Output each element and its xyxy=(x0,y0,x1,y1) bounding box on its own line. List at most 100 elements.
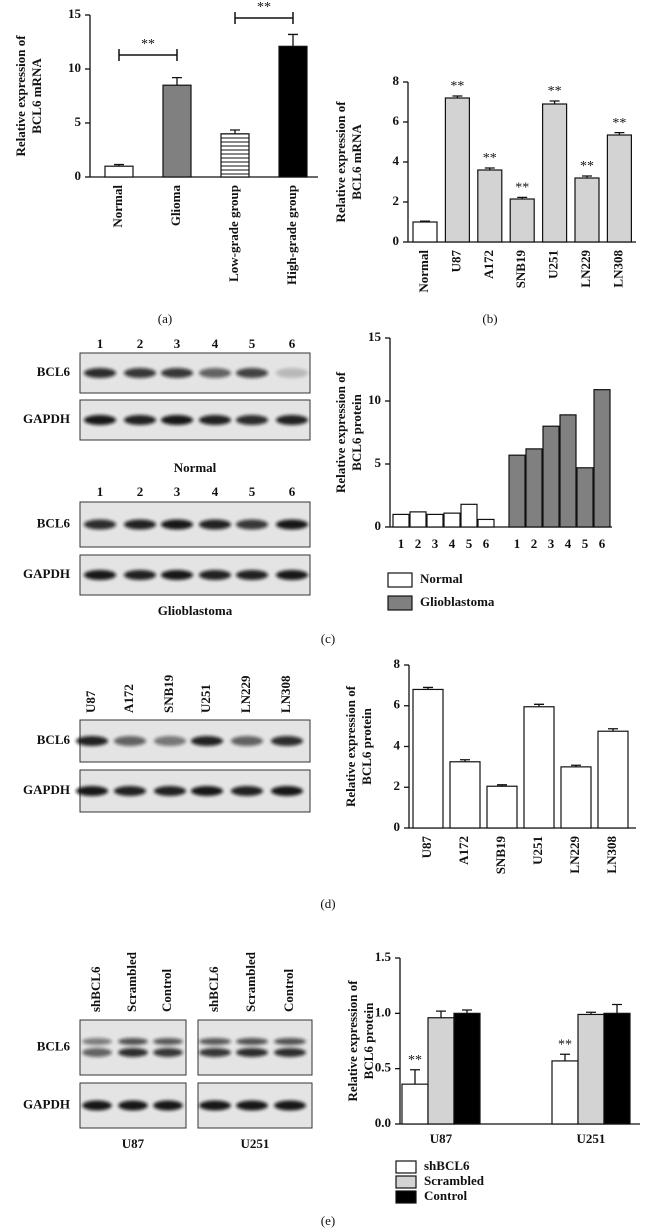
bar xyxy=(460,503,478,528)
row-label: GAPDH xyxy=(23,782,70,797)
error-bar xyxy=(462,1009,472,1014)
error-bar xyxy=(420,220,430,222)
y-axis-label: Relative expression of xyxy=(13,35,28,157)
blot-band xyxy=(123,570,157,580)
error-bar xyxy=(517,196,528,199)
x-tick-label: 5 xyxy=(466,536,473,551)
error-bar xyxy=(410,1069,420,1085)
blot-band xyxy=(160,368,194,378)
significance: ** xyxy=(548,84,562,99)
legend-swatch xyxy=(387,572,413,588)
legend-label: Glioblastoma xyxy=(420,594,495,609)
error-bar xyxy=(560,1053,570,1061)
error-bar xyxy=(484,167,495,170)
blot-band xyxy=(275,570,309,580)
bar xyxy=(104,165,134,178)
blot-band xyxy=(274,1038,306,1045)
lane-label: SNB19 xyxy=(161,674,176,713)
blot-band xyxy=(190,736,224,746)
lane-label: Control xyxy=(281,969,296,1012)
y-tick-label: 2 xyxy=(394,778,401,793)
y-tick-label: 10 xyxy=(68,60,81,75)
blot-band xyxy=(270,786,304,796)
panel-label: (c) xyxy=(321,631,335,646)
significance: ** xyxy=(612,116,626,131)
lane-label: 5 xyxy=(249,336,256,351)
bar xyxy=(449,761,481,829)
legend-swatch xyxy=(395,1175,417,1189)
bar xyxy=(477,169,503,243)
significance: ** xyxy=(483,151,497,166)
blot-band xyxy=(113,736,147,746)
lane-label: 3 xyxy=(174,484,181,499)
x-tick-label: U87 xyxy=(430,1131,453,1146)
bar xyxy=(220,133,250,178)
bar xyxy=(409,511,427,528)
y-tick-label: 4 xyxy=(393,153,400,168)
y-tick-label: 0 xyxy=(394,819,401,834)
blot-band xyxy=(153,736,187,746)
blot-panel xyxy=(197,1019,313,1076)
blot-panel xyxy=(79,1019,187,1076)
blot-band xyxy=(160,415,194,425)
x-tick-label: 3 xyxy=(432,536,439,551)
blot-band xyxy=(235,415,269,425)
blot-panel xyxy=(79,501,311,548)
x-tick-label: U87 xyxy=(448,250,463,273)
bar xyxy=(508,454,526,528)
x-tick-label: U251 xyxy=(546,250,561,279)
y-tick-label: 5 xyxy=(375,455,382,470)
y-axis-label: BCL6 mRNA xyxy=(29,58,44,134)
blot-band xyxy=(236,1100,268,1111)
bar xyxy=(412,221,438,243)
y-tick-label: 4 xyxy=(394,737,401,752)
bar xyxy=(525,448,543,528)
y-tick-label: 5 xyxy=(75,114,82,129)
blot-band xyxy=(235,519,269,530)
significance: ** xyxy=(408,1053,422,1068)
blot-panel xyxy=(79,352,311,394)
y-axis-label: Relative expression of xyxy=(345,980,360,1102)
row-label: BCL6 xyxy=(37,1038,71,1053)
bracket xyxy=(118,49,178,61)
blot-band xyxy=(83,368,117,378)
bar xyxy=(577,1013,605,1125)
blot-panel xyxy=(79,399,311,441)
error-bar xyxy=(608,728,618,732)
blot-band xyxy=(198,519,232,530)
x-tick-label: SNB19 xyxy=(513,250,528,289)
y-tick-label: 1.0 xyxy=(375,1004,391,1019)
blot-band xyxy=(236,1048,268,1057)
error-bar xyxy=(436,1010,446,1018)
x-tick-label: Low-grade group xyxy=(226,185,241,282)
legend-label: Normal xyxy=(420,571,463,586)
legend-swatch xyxy=(395,1190,417,1204)
legend-label: Scrambled xyxy=(424,1173,485,1188)
lane-label: 1 xyxy=(97,336,104,351)
lane-label: 6 xyxy=(289,336,296,351)
error-bar xyxy=(172,76,182,86)
blot-band xyxy=(123,368,157,378)
lane-label: U251 xyxy=(198,684,213,713)
significance: ** xyxy=(141,37,155,52)
blot-band xyxy=(153,1048,183,1057)
blot-band xyxy=(275,368,309,378)
y-tick-label: 0 xyxy=(375,518,382,533)
x-tick-label: 1 xyxy=(514,536,521,551)
row-label: BCL6 xyxy=(37,515,71,530)
bar xyxy=(427,1017,455,1125)
error-bar xyxy=(571,764,581,767)
lane-label: 5 xyxy=(249,484,256,499)
bar xyxy=(560,766,592,829)
blot-band xyxy=(275,519,309,530)
blot-band xyxy=(190,786,224,796)
lane-label: Scrambled xyxy=(124,951,139,1012)
blot-band xyxy=(235,368,269,378)
x-tick-label: LN229 xyxy=(578,250,593,288)
significance: ** xyxy=(580,159,594,174)
blot-band xyxy=(82,1100,112,1111)
bar xyxy=(444,97,470,243)
y-tick-label: 8 xyxy=(394,656,401,671)
bar xyxy=(597,730,629,829)
blot-band xyxy=(118,1100,148,1111)
